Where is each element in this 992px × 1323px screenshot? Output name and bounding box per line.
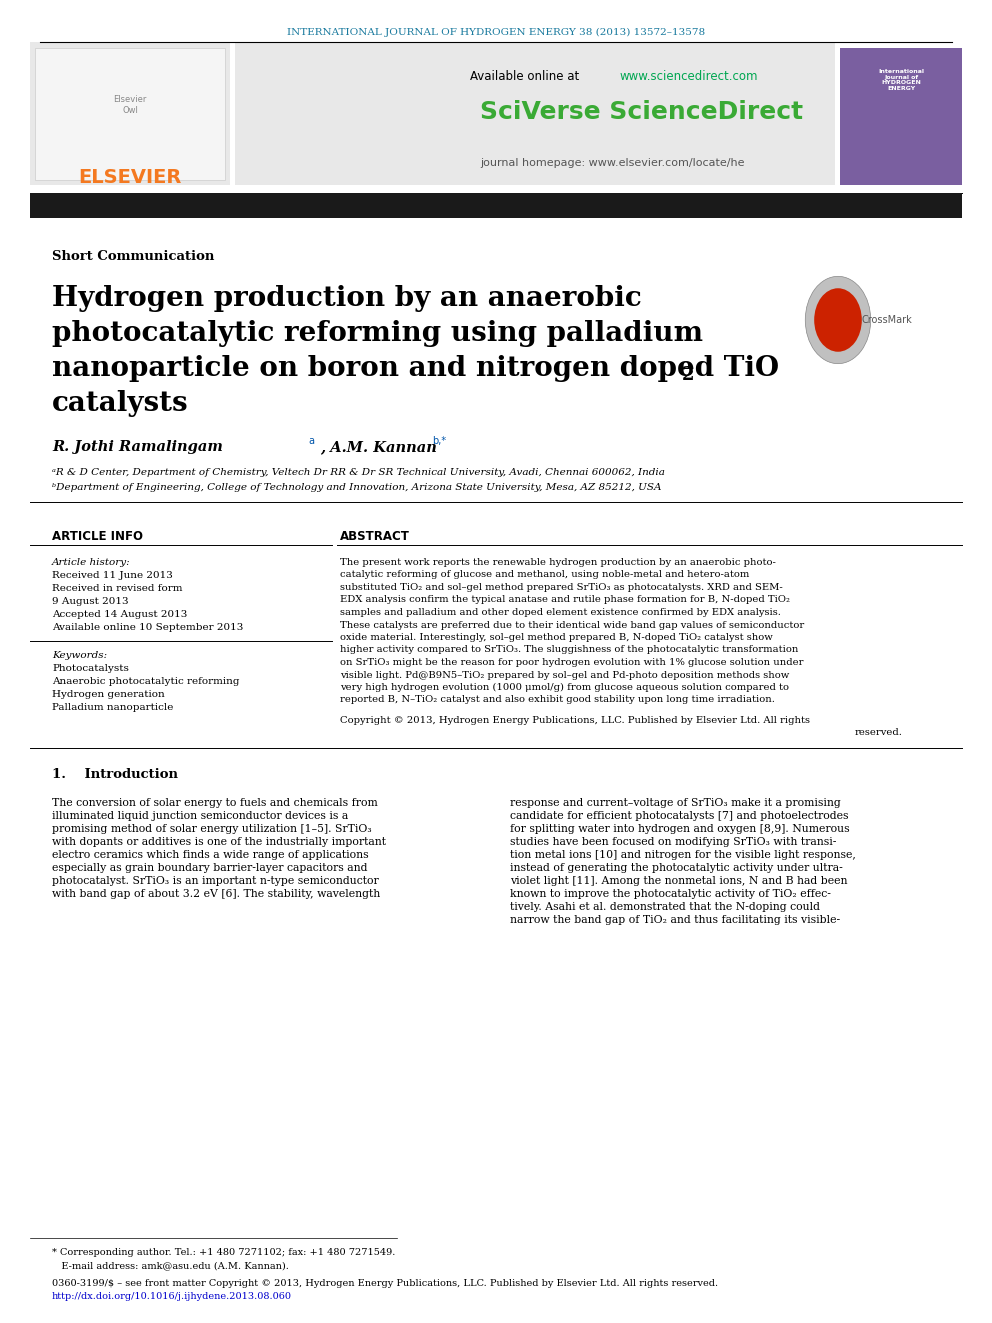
Text: 9 August 2013: 9 August 2013	[52, 597, 129, 606]
Bar	[35, 48, 225, 180]
Text: illuminated liquid junction semiconductor devices is a: illuminated liquid junction semiconducto…	[52, 811, 348, 822]
Text: Keywords:: Keywords:	[52, 651, 107, 660]
Text: photocatalyst. SrTiO₃ is an important n-type semiconductor: photocatalyst. SrTiO₃ is an important n-…	[52, 876, 379, 886]
Text: EDX analysis confirm the typical anatase and rutile phase formation for B, N-dop: EDX analysis confirm the typical anatase…	[340, 595, 790, 605]
Circle shape	[806, 277, 871, 364]
Text: Available online at: Available online at	[470, 70, 583, 83]
Bar	[30, 193, 962, 218]
Text: visible light. Pd@B9N5–TiO₂ prepared by sol–gel and Pd-photo deposition methods : visible light. Pd@B9N5–TiO₂ prepared by …	[340, 671, 790, 680]
Text: Received in revised form: Received in revised form	[52, 583, 183, 593]
Text: The conversion of solar energy to fuels and chemicals from: The conversion of solar energy to fuels …	[52, 798, 378, 808]
Text: narrow the band gap of TiO₂ and thus facilitating its visible-: narrow the band gap of TiO₂ and thus fac…	[510, 916, 840, 925]
Text: Photocatalysts: Photocatalysts	[52, 664, 129, 673]
Text: R. Jothi Ramalingam: R. Jothi Ramalingam	[52, 441, 223, 454]
Text: Available online 10 September 2013: Available online 10 September 2013	[52, 623, 243, 632]
Text: , A.M. Kannan: , A.M. Kannan	[320, 441, 436, 454]
Text: response and current–voltage of SrTiO₃ make it a promising: response and current–voltage of SrTiO₃ m…	[510, 798, 841, 808]
Text: higher activity compared to SrTiO₃. The sluggishness of the photocatalytic trans: higher activity compared to SrTiO₃. The …	[340, 646, 799, 655]
Text: especially as grain boundary barrier-layer capacitors and: especially as grain boundary barrier-lay…	[52, 863, 367, 873]
Text: ᵃR & D Center, Department of Chemistry, Veltech Dr RR & Dr SR Technical Universi: ᵃR & D Center, Department of Chemistry, …	[52, 468, 665, 478]
Text: a: a	[308, 437, 314, 446]
Text: ᵇDepartment of Engineering, College of Technology and Innovation, Arizona State : ᵇDepartment of Engineering, College of T…	[52, 483, 662, 492]
Text: http://dx.doi.org/10.1016/j.ijhydene.2013.08.060: http://dx.doi.org/10.1016/j.ijhydene.201…	[52, 1293, 292, 1301]
Text: reserved.: reserved.	[855, 728, 903, 737]
Bar	[235, 42, 835, 185]
Text: very high hydrogen evolution (1000 μmol/g) from glucose aqueous solution compare: very high hydrogen evolution (1000 μmol/…	[340, 683, 789, 692]
Text: Palladium nanoparticle: Palladium nanoparticle	[52, 703, 174, 712]
Text: 2: 2	[682, 366, 694, 384]
Text: Elsevier
Owl: Elsevier Owl	[113, 95, 147, 115]
Text: CrossMark: CrossMark	[862, 315, 913, 325]
Text: with dopants or additives is one of the industrially important: with dopants or additives is one of the …	[52, 837, 386, 847]
Text: International
Journal of
HYDROGEN
ENERGY: International Journal of HYDROGEN ENERGY	[878, 69, 924, 91]
Text: ELSEVIER: ELSEVIER	[78, 168, 182, 187]
Circle shape	[814, 288, 862, 352]
Text: b,*: b,*	[432, 437, 446, 446]
Text: substituted TiO₂ and sol–gel method prepared SrTiO₃ as photocatalysts. XRD and S: substituted TiO₂ and sol–gel method prep…	[340, 583, 783, 591]
Text: candidate for efficient photocatalysts [7] and photoelectrodes: candidate for efficient photocatalysts […	[510, 811, 848, 822]
Text: The present work reports the renewable hydrogen production by an anaerobic photo: The present work reports the renewable h…	[340, 558, 776, 568]
Text: tively. Asahi et al. demonstrated that the N-doping could: tively. Asahi et al. demonstrated that t…	[510, 902, 820, 912]
Text: ABSTRACT: ABSTRACT	[340, 531, 410, 542]
Text: nanoparticle on boron and nitrogen doped TiO: nanoparticle on boron and nitrogen doped…	[52, 355, 779, 382]
Text: * Corresponding author. Tel.: +1 480 7271102; fax: +1 480 7271549.: * Corresponding author. Tel.: +1 480 727…	[52, 1248, 396, 1257]
Text: 0360-3199/$ – see front matter Copyright © 2013, Hydrogen Energy Publications, L: 0360-3199/$ – see front matter Copyright…	[52, 1279, 718, 1289]
Text: violet light [11]. Among the nonmetal ions, N and B had been: violet light [11]. Among the nonmetal io…	[510, 876, 847, 886]
Text: These catalysts are preferred due to their identical wide band gap values of sem: These catalysts are preferred due to the…	[340, 620, 805, 630]
Bar	[30, 42, 230, 185]
Text: www.sciencedirect.com: www.sciencedirect.com	[620, 70, 759, 83]
Text: oxide material. Interestingly, sol–gel method prepared B, N-doped TiO₂ catalyst : oxide material. Interestingly, sol–gel m…	[340, 632, 773, 642]
Text: journal homepage: www.elsevier.com/locate/he: journal homepage: www.elsevier.com/locat…	[480, 157, 745, 168]
Text: 1.    Introduction: 1. Introduction	[52, 767, 178, 781]
Text: Hydrogen generation: Hydrogen generation	[52, 691, 165, 699]
Text: studies have been focused on modifying SrTiO₃ with transi-: studies have been focused on modifying S…	[510, 837, 836, 847]
Text: SciVerse ScienceDirect: SciVerse ScienceDirect	[480, 101, 804, 124]
Text: photocatalytic reforming using palladium: photocatalytic reforming using palladium	[52, 320, 703, 347]
Text: instead of generating the photocatalytic activity under ultra-: instead of generating the photocatalytic…	[510, 863, 843, 873]
Text: catalytic reforming of glucose and methanol, using noble-metal and hetero-atom: catalytic reforming of glucose and metha…	[340, 570, 749, 579]
Text: electro ceramics which finds a wide range of applications: electro ceramics which finds a wide rang…	[52, 849, 369, 860]
Text: on SrTiO₃ might be the reason for poor hydrogen evolution with 1% glucose soluti: on SrTiO₃ might be the reason for poor h…	[340, 658, 804, 667]
Text: Accepted 14 August 2013: Accepted 14 August 2013	[52, 610, 187, 619]
Text: with band gap of about 3.2 eV [6]. The stability, wavelength: with band gap of about 3.2 eV [6]. The s…	[52, 889, 380, 900]
Text: Copyright © 2013, Hydrogen Energy Publications, LLC. Published by Elsevier Ltd. : Copyright © 2013, Hydrogen Energy Public…	[340, 716, 810, 725]
Text: samples and palladium and other doped element existence confirmed by EDX analysi: samples and palladium and other doped el…	[340, 609, 781, 617]
Bar	[840, 48, 962, 185]
Text: Short Communication: Short Communication	[52, 250, 214, 263]
Text: INTERNATIONAL JOURNAL OF HYDROGEN ENERGY 38 (2013) 13572–13578: INTERNATIONAL JOURNAL OF HYDROGEN ENERGY…	[287, 28, 705, 37]
Text: tion metal ions [10] and nitrogen for the visible light response,: tion metal ions [10] and nitrogen for th…	[510, 849, 856, 860]
Text: E-mail address: amk@asu.edu (A.M. Kannan).: E-mail address: amk@asu.edu (A.M. Kannan…	[52, 1261, 289, 1270]
Text: catalysts: catalysts	[52, 390, 188, 417]
Text: reported B, N–TiO₂ catalyst and also exhibit good stability upon long time irrad: reported B, N–TiO₂ catalyst and also exh…	[340, 696, 775, 705]
Text: known to improve the photocatalytic activity of TiO₂ effec-: known to improve the photocatalytic acti…	[510, 889, 831, 900]
Text: Article history:: Article history:	[52, 558, 131, 568]
Text: for splitting water into hydrogen and oxygen [8,9]. Numerous: for splitting water into hydrogen and ox…	[510, 824, 849, 833]
Text: ARTICLE INFO: ARTICLE INFO	[52, 531, 143, 542]
Text: Anaerobic photocatalytic reforming: Anaerobic photocatalytic reforming	[52, 677, 239, 687]
Text: promising method of solar energy utilization [1–5]. SrTiO₃: promising method of solar energy utiliza…	[52, 824, 372, 833]
Text: Received 11 June 2013: Received 11 June 2013	[52, 572, 173, 579]
Text: Hydrogen production by an anaerobic: Hydrogen production by an anaerobic	[52, 284, 642, 312]
